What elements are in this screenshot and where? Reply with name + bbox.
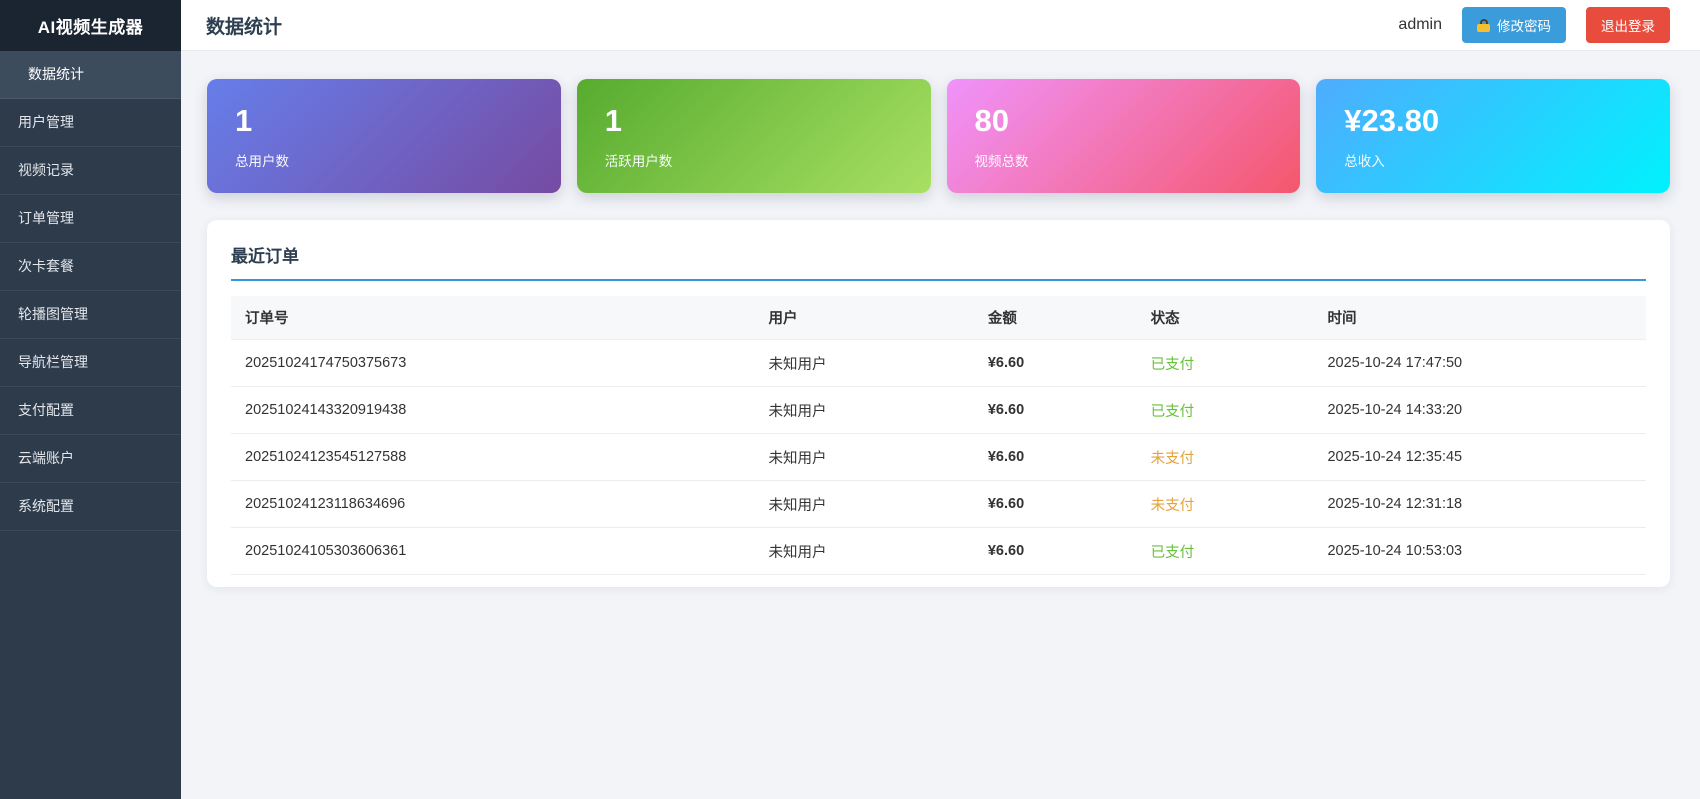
lock-icon <box>1477 18 1490 32</box>
sidebar-menu: 数据统计 用户管理 视频记录 订单管理 次卡套餐 轮播图管理 导航栏管理 支付配… <box>0 51 181 531</box>
app-logo: AI视频生成器 <box>0 0 181 51</box>
sidebar-item-order-management[interactable]: 订单管理 <box>0 195 181 243</box>
time-cell: 2025-10-24 10:53:03 <box>1313 527 1646 575</box>
time-cell: 2025-10-24 12:35:45 <box>1313 433 1646 481</box>
table-row: 20251024174750375673 未知用户 ¥6.60 已支付 2025… <box>231 339 1646 387</box>
amount-cell: ¥6.60 <box>973 386 1137 434</box>
topbar: 数据统计 admin 修改密码 退出登录 <box>181 0 1700 51</box>
sidebar-item-data-stats[interactable]: 数据统计 <box>0 51 181 99</box>
sidebar: AI视频生成器 数据统计 用户管理 视频记录 订单管理 次卡套餐 轮播图管理 导… <box>0 0 181 799</box>
order-no-cell: 20251024143320919438 <box>231 386 755 434</box>
column-header-time: 时间 <box>1313 296 1646 340</box>
main-column: 数据统计 admin 修改密码 退出登录 1 总用户数 1 活跃用户数 <box>181 0 1700 799</box>
order-no-cell: 20251024174750375673 <box>231 339 755 387</box>
sidebar-item-cloud-account[interactable]: 云端账户 <box>0 435 181 483</box>
order-no-cell: 20251024105303606361 <box>231 527 755 575</box>
stat-label: 视频总数 <box>974 153 1029 169</box>
stat-value: 1 <box>235 102 253 138</box>
column-header-amount: 金额 <box>973 296 1137 340</box>
user-cell: 未知用户 <box>754 480 974 528</box>
time-cell: 2025-10-24 12:31:18 <box>1313 480 1646 528</box>
table-row: 20251024123545127588 未知用户 ¥6.60 未支付 2025… <box>231 433 1646 481</box>
stat-card-active-users: 1 活跃用户数 <box>576 79 931 193</box>
stat-label: 总收入 <box>1344 153 1385 169</box>
stat-value: ¥23.80 <box>1344 102 1440 138</box>
logout-button[interactable]: 退出登录 <box>1586 7 1670 43</box>
stat-card-total-videos: 80 视频总数 <box>946 79 1301 193</box>
orders-table: 订单号 用户 金额 状态 时间 20251024174750375673 未知用… <box>231 296 1646 575</box>
change-password-label: 修改密码 <box>1497 19 1551 34</box>
user-cell: 未知用户 <box>754 386 974 434</box>
change-password-button[interactable]: 修改密码 <box>1462 7 1566 43</box>
time-cell: 2025-10-24 14:33:20 <box>1313 386 1646 434</box>
stat-label: 总用户数 <box>235 153 289 169</box>
status-badge: 已支付 <box>1150 356 1195 373</box>
amount-cell: ¥6.60 <box>973 339 1137 387</box>
table-row: 20251024105303606361 未知用户 ¥6.60 已支付 2025… <box>231 527 1646 575</box>
status-badge: 已支付 <box>1150 544 1195 561</box>
stat-cards: 1 总用户数 1 活跃用户数 80 视频总数 ¥23.80 总收入 <box>207 79 1670 193</box>
status-badge: 已支付 <box>1150 403 1195 420</box>
table-row: 20251024123118634696 未知用户 ¥6.60 未支付 2025… <box>231 480 1646 528</box>
amount-cell: ¥6.60 <box>973 527 1137 575</box>
column-header-status: 状态 <box>1136 296 1314 340</box>
sidebar-item-payment-config[interactable]: 支付配置 <box>0 387 181 435</box>
sidebar-item-carousel-management[interactable]: 轮播图管理 <box>0 291 181 339</box>
amount-cell: ¥6.60 <box>973 433 1137 481</box>
sidebar-item-system-config[interactable]: 系统配置 <box>0 483 181 531</box>
table-row: 20251024143320919438 未知用户 ¥6.60 已支付 2025… <box>231 386 1646 434</box>
topbar-right: admin 修改密码 退出登录 <box>1398 7 1670 43</box>
sidebar-item-user-management[interactable]: 用户管理 <box>0 99 181 147</box>
column-header-order-no: 订单号 <box>231 296 755 340</box>
content-area: 1 总用户数 1 活跃用户数 80 视频总数 ¥23.80 总收入 最近订单 <box>181 51 1700 587</box>
stat-card-total-revenue: ¥23.80 总收入 <box>1316 79 1670 193</box>
sidebar-item-video-records[interactable]: 视频记录 <box>0 147 181 195</box>
user-cell: 未知用户 <box>754 433 974 481</box>
recent-orders-panel: 最近订单 订单号 用户 金额 状态 时间 20251024174750 <box>207 220 1670 587</box>
sidebar-item-navbar-management[interactable]: 导航栏管理 <box>0 339 181 387</box>
table-header-row: 订单号 用户 金额 状态 时间 <box>231 296 1646 340</box>
stat-label: 活跃用户数 <box>604 153 673 169</box>
order-no-cell: 20251024123118634696 <box>231 480 755 528</box>
order-no-cell: 20251024123545127588 <box>231 433 755 481</box>
page-title: 数据统计 <box>206 16 283 38</box>
amount-cell: ¥6.60 <box>973 480 1137 528</box>
user-cell: 未知用户 <box>754 339 974 387</box>
stat-card-total-users: 1 总用户数 <box>207 79 561 193</box>
stat-value: 1 <box>604 102 622 138</box>
stat-value: 80 <box>974 102 1009 138</box>
recent-orders-title: 最近订单 <box>231 242 1646 281</box>
status-badge: 未支付 <box>1150 450 1195 467</box>
time-cell: 2025-10-24 17:47:50 <box>1313 339 1646 387</box>
status-badge: 未支付 <box>1150 497 1195 514</box>
sidebar-item-card-packages[interactable]: 次卡套餐 <box>0 243 181 291</box>
column-header-user: 用户 <box>754 296 974 340</box>
user-cell: 未知用户 <box>754 527 974 575</box>
username: admin <box>1398 16 1442 33</box>
